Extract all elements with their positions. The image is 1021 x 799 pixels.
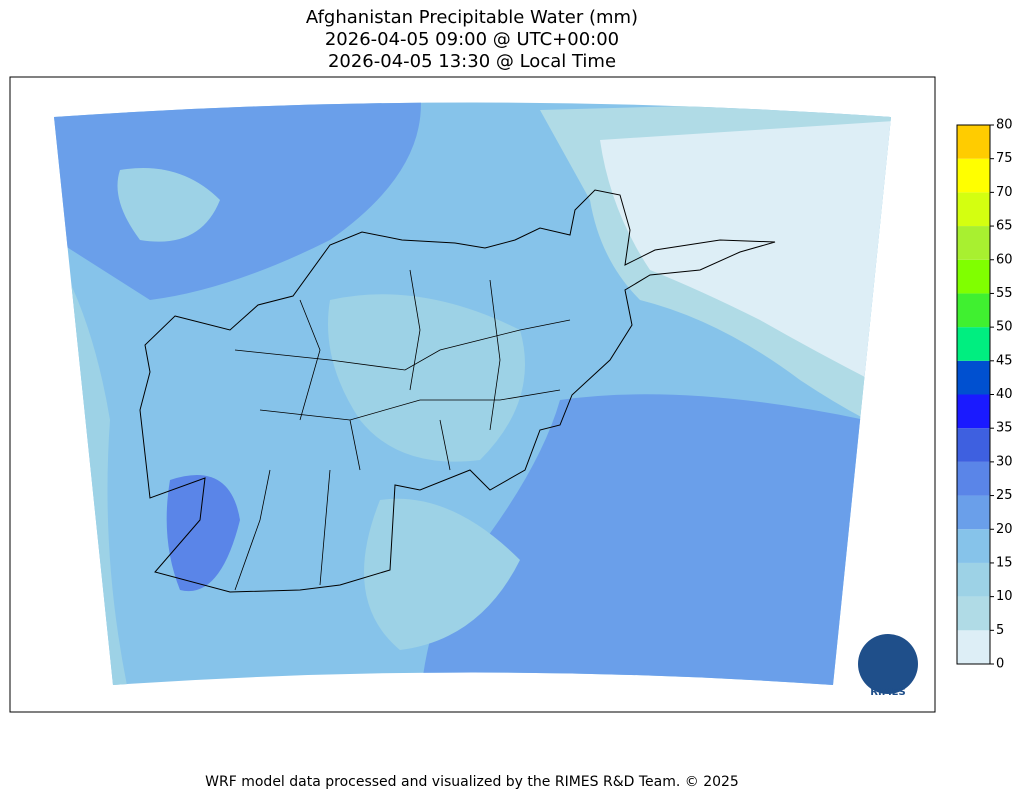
colorbar-tick-label: 35 [996, 421, 1013, 436]
title-line: Afghanistan Precipitable Water (mm) [306, 7, 638, 28]
logo-text: RIMES [870, 687, 905, 698]
colorbar-bin [957, 327, 990, 361]
footer: WRF model data processed and visualized … [205, 774, 739, 790]
colorbar: 0 5 10 15 20 25 30 35 40 45 50 55 60 65 70 75 80 [956, 118, 1013, 672]
colorbar-bin [957, 394, 990, 429]
map-field [54, 102, 891, 685]
logo-circle [858, 634, 918, 694]
colorbar-bin [957, 428, 990, 462]
colorbar-tick-label: 60 [996, 252, 1013, 267]
map-frame [9, 76, 936, 713]
colorbar-tick-label: 65 [996, 219, 1013, 234]
colorbar-bin [957, 125, 990, 159]
logo: RIMES [858, 634, 918, 698]
title-line: 2026-04-05 13:30 @ Local Time [328, 51, 616, 72]
colorbar-bin [957, 293, 990, 328]
colorbar-bin [957, 596, 990, 631]
province-borders [234, 269, 571, 591]
colorbar-tick-label: 25 [996, 488, 1013, 503]
colorbar-bin [957, 495, 990, 530]
colorbar-tick-label: 50 [996, 320, 1013, 335]
colorbar-tick-label: 80 [996, 118, 1013, 133]
colorbar-bin [957, 259, 990, 294]
colorbar-tick-label: 55 [996, 286, 1013, 301]
colorbar-tick-label: 5 [996, 623, 1004, 638]
colorbar-bin [957, 226, 990, 260]
colorbar-bin [957, 360, 990, 395]
colorbar-tick-label: 0 [996, 657, 1004, 672]
colorbar-bin [957, 461, 990, 496]
colorbar-bin [957, 158, 990, 193]
colorbar-tick-label: 15 [996, 555, 1013, 570]
country-border [139, 189, 776, 593]
colorbar-bin [957, 630, 990, 664]
title-line: 2026-04-05 09:00 @ UTC+00:00 [325, 29, 619, 50]
colorbar-tick-label: 45 [996, 353, 1013, 368]
colorbar-tick-label: 70 [996, 185, 1013, 200]
colorbar-tick-label: 30 [996, 454, 1013, 469]
colorbar-bin [957, 529, 990, 563]
colorbar-bin [957, 562, 990, 597]
colorbar-bin [957, 192, 990, 227]
colorbar-tick-label: 10 [996, 589, 1013, 604]
colorbar-tick-label: 40 [996, 387, 1013, 402]
colorbar-tick-label: 20 [996, 522, 1013, 537]
colorbar-tick-label: 75 [996, 151, 1013, 166]
